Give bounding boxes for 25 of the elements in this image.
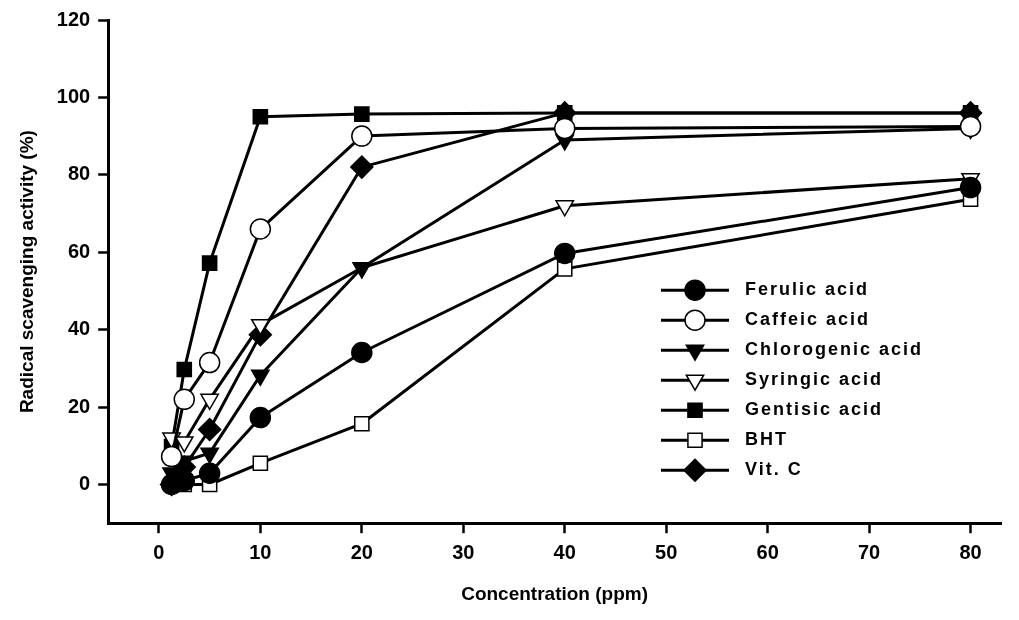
y-tick-label: 100 bbox=[56, 84, 91, 107]
x-tick-label: 70 bbox=[857, 540, 881, 563]
y-tick-label: 40 bbox=[67, 317, 91, 340]
x-axis-title: Concentration (ppm) bbox=[461, 582, 648, 604]
x-tick-label: 50 bbox=[655, 540, 678, 563]
x-tick-label: 40 bbox=[553, 540, 576, 563]
legend-label: Chlorogenic acid bbox=[745, 339, 924, 360]
x-tick-label: 60 bbox=[756, 540, 779, 563]
legend-label: Caffeic acid bbox=[745, 309, 871, 330]
x-tick-label: 10 bbox=[249, 540, 272, 563]
legend-label: Syringic acid bbox=[745, 369, 884, 390]
legend-label: Gentisic acid bbox=[745, 399, 884, 420]
y-axis-title: Radical scavenging activity (%) bbox=[15, 130, 37, 414]
x-tick-label: 30 bbox=[452, 540, 475, 563]
y-tick-label: 0 bbox=[79, 472, 91, 495]
legend-label: Ferulic acid bbox=[745, 279, 870, 300]
x-tick-label: 0 bbox=[153, 540, 165, 563]
legend-label: Vit. C bbox=[745, 459, 803, 480]
y-tick-label: 80 bbox=[67, 162, 91, 185]
y-tick-label: 120 bbox=[56, 7, 91, 30]
legend-label: BHT bbox=[745, 429, 788, 450]
x-tick-label: 80 bbox=[959, 540, 982, 563]
x-tick-label: 20 bbox=[350, 540, 373, 563]
y-tick-label: 20 bbox=[67, 394, 91, 417]
y-tick-label: 60 bbox=[67, 239, 91, 262]
